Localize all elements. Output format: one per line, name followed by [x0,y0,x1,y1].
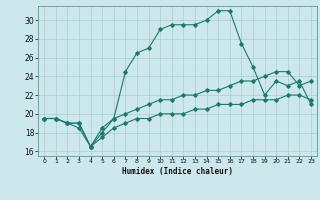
X-axis label: Humidex (Indice chaleur): Humidex (Indice chaleur) [122,167,233,176]
